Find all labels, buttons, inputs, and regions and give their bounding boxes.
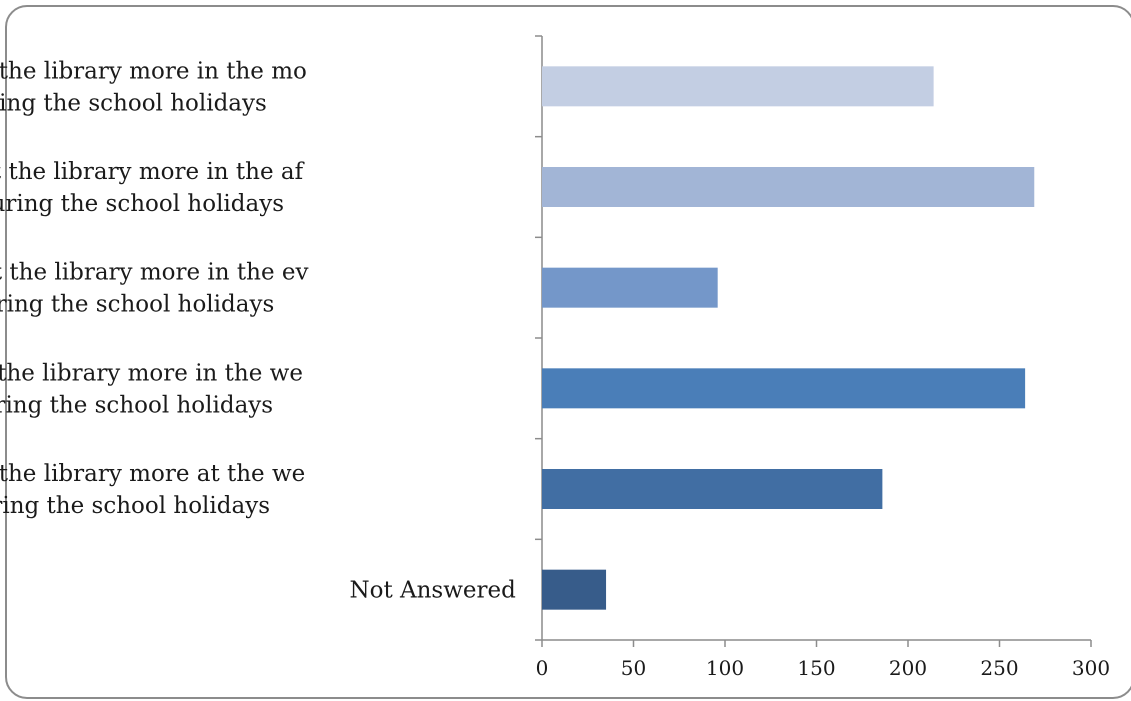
category-label: Not Answered — [349, 578, 516, 604]
category-label: I would visit the library more in the af… — [0, 159, 305, 217]
bar — [542, 569, 607, 610]
category-label: I would visit the library more at the we… — [0, 461, 305, 519]
x-tick-label: 300 — [1072, 656, 1110, 680]
x-tick-label: 200 — [889, 656, 927, 680]
category-label: I would visit the library more in the mo… — [0, 58, 307, 116]
bar — [542, 368, 1026, 409]
bar — [542, 66, 934, 107]
x-tick-label: 50 — [621, 656, 646, 680]
bar — [542, 469, 883, 509]
x-tick-labels: 0 50 100 150 200 250 300 — [536, 656, 1110, 680]
bars — [542, 66, 1035, 610]
x-tick-label: 250 — [980, 656, 1018, 680]
x-tick-label: 150 — [797, 656, 835, 680]
x-tick-label: 0 — [536, 656, 549, 680]
x-tick-label: 100 — [706, 656, 744, 680]
axes — [535, 35, 1092, 647]
bar — [542, 167, 1035, 207]
category-labels: I would visit the library more in the mo… — [0, 58, 516, 603]
bar — [542, 267, 718, 308]
category-label: I would visit the library more in the we… — [0, 360, 303, 418]
category-label: I would visit the library more in the ev… — [0, 260, 308, 318]
